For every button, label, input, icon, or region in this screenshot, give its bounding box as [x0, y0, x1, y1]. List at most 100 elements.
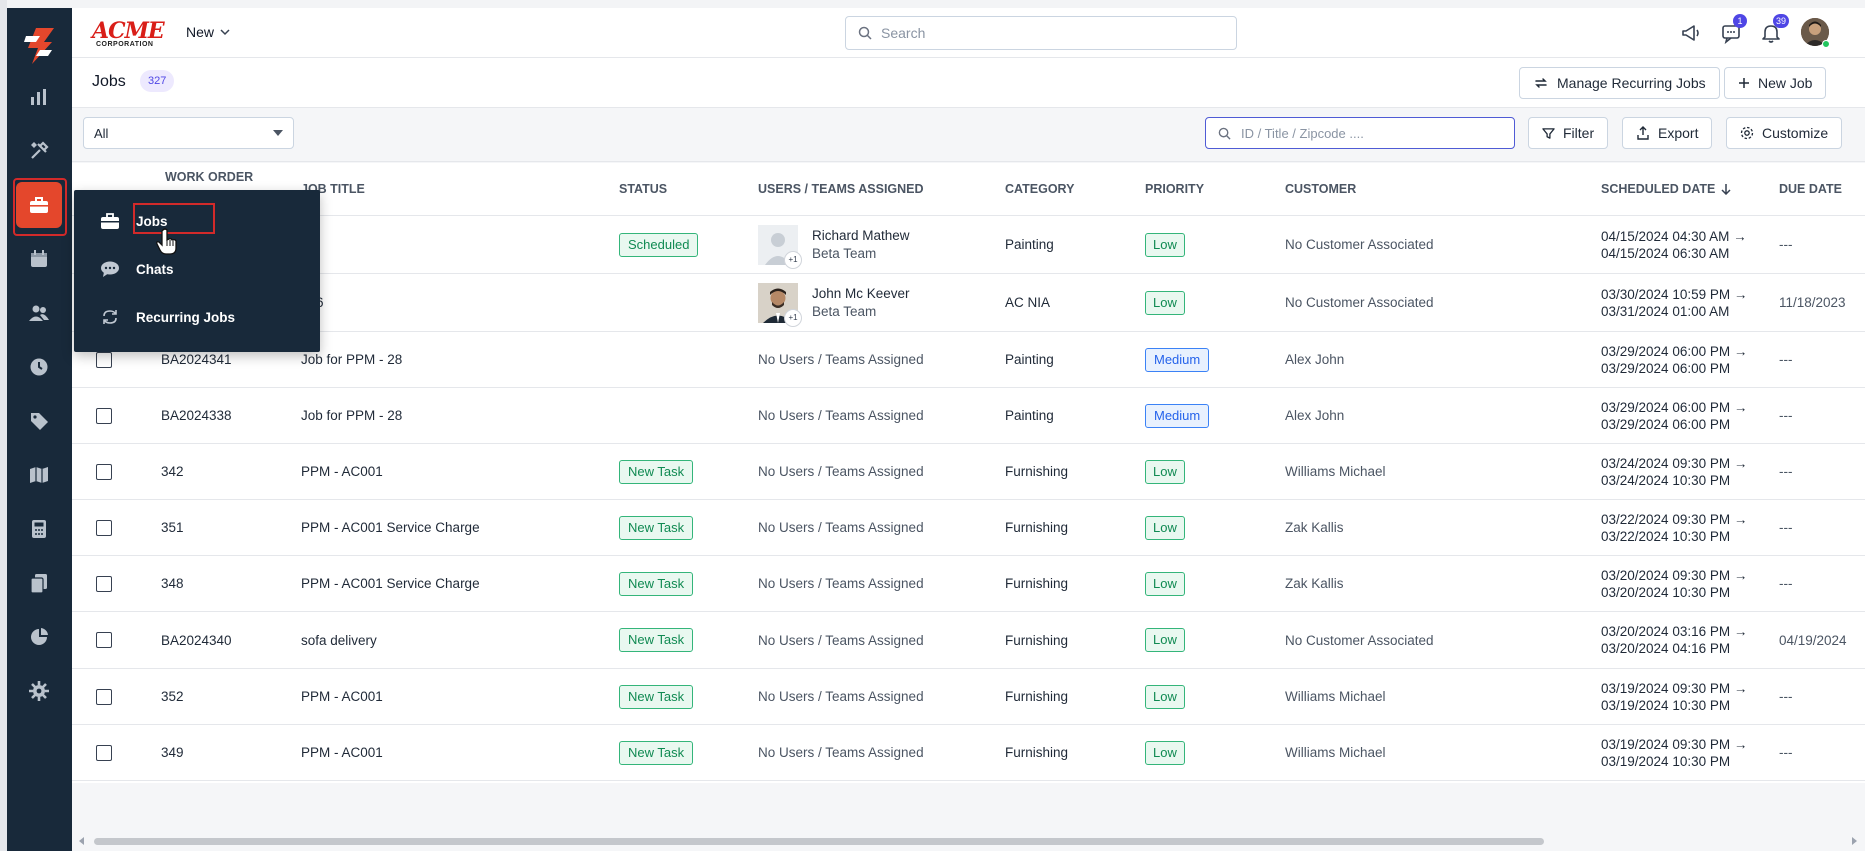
col-customer[interactable]: CUSTOMER [1285, 182, 1357, 196]
status-badge: Scheduled [619, 232, 699, 257]
caret-down-icon [273, 130, 283, 136]
sidebar-item-pie-chart[interactable] [16, 614, 62, 660]
messages-badge: 1 [1733, 14, 1747, 28]
row-checkbox[interactable] [96, 463, 112, 480]
job-title[interactable]: Job for PPM - 28 [301, 352, 403, 367]
table-row[interactable]: BA2024340 sofa delivery New Task No Users /… [72, 612, 1865, 669]
scheduled-start: 03/29/2024 06:00 PM → [1601, 399, 1748, 415]
work-order-id[interactable]: 352 [161, 689, 184, 704]
row-checkbox[interactable] [96, 688, 112, 705]
job-title[interactable]: PPM - AC001 [301, 689, 383, 704]
work-order-id[interactable]: 348 [161, 576, 184, 591]
work-order-id[interactable]: 351 [161, 520, 184, 535]
sidebar-item-clock[interactable] [16, 344, 62, 390]
assigned-user[interactable]: +1 Richard Mathew Beta Team [758, 216, 910, 273]
customer-name: Williams Michael [1285, 464, 1386, 479]
sidebar-item-users[interactable] [16, 290, 62, 336]
row-checkbox[interactable] [96, 575, 112, 592]
row-checkbox[interactable] [96, 519, 112, 536]
sidebar-item-calendar[interactable] [16, 236, 62, 282]
col-category[interactable]: CATEGORY [1005, 182, 1075, 196]
filter-button[interactable]: Filter [1528, 117, 1609, 149]
work-order-id[interactable]: 349 [161, 745, 184, 760]
customer-name: Alex John [1285, 352, 1345, 367]
user-avatar: +1 [758, 224, 802, 269]
work-order-id[interactable]: 342 [161, 464, 184, 479]
row-checkbox[interactable] [96, 744, 112, 761]
view-select[interactable]: All [83, 117, 294, 149]
job-search-field[interactable] [1205, 117, 1515, 149]
row-checkbox[interactable] [96, 351, 112, 368]
manage-recurring-jobs-button[interactable]: Manage Recurring Jobs [1519, 67, 1720, 99]
new-job-button[interactable]: New Job [1724, 67, 1827, 99]
col-work-order[interactable]: WORK ORDER [165, 170, 254, 184]
notifications-icon[interactable]: 39 [1756, 14, 1790, 48]
global-search[interactable] [845, 16, 1237, 50]
customize-button[interactable]: Customize [1726, 117, 1843, 149]
flyout-item-recurring-jobs[interactable]: Recurring Jobs [100, 308, 235, 326]
work-order-id[interactable]: BA2024338 [161, 408, 232, 423]
reports-icon [31, 89, 46, 105]
priority-badge: Medium [1145, 347, 1210, 372]
sidebar-item-reports[interactable] [16, 74, 62, 120]
scheduled-start: 03/24/2024 09:30 PM → [1601, 455, 1748, 471]
messages-icon[interactable]: 1 [1716, 14, 1747, 48]
scroll-right-icon[interactable] [1850, 837, 1858, 845]
table-row[interactable]: 342 PPM - AC001 New Task No Users / Teams A… [72, 444, 1865, 500]
col-priority[interactable]: PRIORITY [1145, 182, 1205, 196]
due-date: --- [1779, 689, 1793, 704]
job-title[interactable]: PPM - AC001 [301, 464, 383, 479]
row-checkbox[interactable] [96, 632, 112, 648]
table-row[interactable]: Scheduled +1 Richard Mathew Beta Team Painti… [72, 216, 1865, 274]
job-title[interactable]: PPM - AC001 Service Charge [301, 520, 480, 535]
sidebar-item-tag[interactable] [16, 398, 62, 444]
app-logo-icon[interactable] [22, 26, 58, 66]
sidebar-item-tools[interactable] [16, 128, 62, 174]
sidebar-item-map[interactable] [16, 452, 62, 498]
col-due-date[interactable]: DUE DATE [1779, 182, 1842, 196]
sidebar-item-briefcase[interactable] [16, 182, 62, 228]
status-badge: New Task [619, 628, 694, 652]
col-status[interactable]: STATUS [619, 182, 668, 196]
assigned-user[interactable]: +1 John Mc Keever Beta Team [758, 274, 910, 331]
col-users-teams[interactable]: USERS / TEAMS ASSIGNED [758, 182, 924, 196]
scroll-left-icon[interactable] [78, 837, 86, 845]
global-search-input[interactable] [881, 25, 1211, 41]
scheduled-start: 03/19/2024 09:30 PM → [1601, 680, 1748, 696]
job-title[interactable]: PPM - AC001 Service Charge [301, 576, 480, 591]
announcements-icon[interactable] [1676, 18, 1706, 48]
table-row[interactable]: BA2024341 Job for PPM - 28 No Users / Team… [72, 332, 1865, 388]
horizontal-scrollbar[interactable] [72, 834, 1865, 848]
table-row[interactable]: 348 PPM - AC001 Service Charge New Task No … [72, 556, 1865, 612]
col-scheduled-date[interactable]: SCHEDULED DATE [1601, 163, 1731, 215]
work-order-id[interactable]: BA2024340 [161, 632, 232, 648]
flyout-item-jobs[interactable]: Jobs [100, 212, 168, 230]
search-icon [858, 26, 872, 40]
recurring-icon [103, 310, 117, 324]
sidebar-item-documents[interactable] [16, 560, 62, 606]
table-row[interactable]: BA2024338 Job for PPM - 28 No Users / Team… [72, 388, 1865, 444]
status-badge: New Task [619, 740, 694, 765]
brand-logo[interactable]: ACME CORPORATION [92, 18, 166, 50]
job-search-input[interactable] [1241, 125, 1491, 141]
users-assigned: No Users / Teams Assigned [758, 520, 924, 535]
table-row[interactable]: 349 PPM - AC001 New Task No Users / Teams A… [72, 725, 1865, 781]
row-checkbox[interactable] [96, 407, 112, 424]
filter-label: Filter [1563, 125, 1595, 141]
customer-name: No Customer Associated [1285, 237, 1434, 252]
job-title[interactable]: sofa delivery [301, 632, 377, 648]
export-button[interactable]: Export [1622, 117, 1713, 149]
new-menu-button[interactable]: New [186, 24, 230, 40]
scrollbar-thumb[interactable] [94, 838, 1544, 845]
job-title[interactable]: PPM - AC001 [301, 745, 383, 760]
table-row[interactable]: 352 PPM - AC001 New Task No Users / Teams A… [72, 669, 1865, 725]
due-date: --- [1779, 576, 1793, 591]
flyout-item-chats[interactable]: Chats [100, 260, 174, 278]
sidebar-item-calculator[interactable] [16, 506, 62, 552]
job-title[interactable]: Job for PPM - 28 [301, 408, 403, 423]
top-strip [0, 0, 1865, 8]
sidebar-item-settings[interactable] [16, 668, 62, 714]
table-row[interactable]: 351 PPM - AC001 Service Charge New Task No … [72, 500, 1865, 556]
work-order-id[interactable]: BA2024341 [161, 352, 232, 367]
